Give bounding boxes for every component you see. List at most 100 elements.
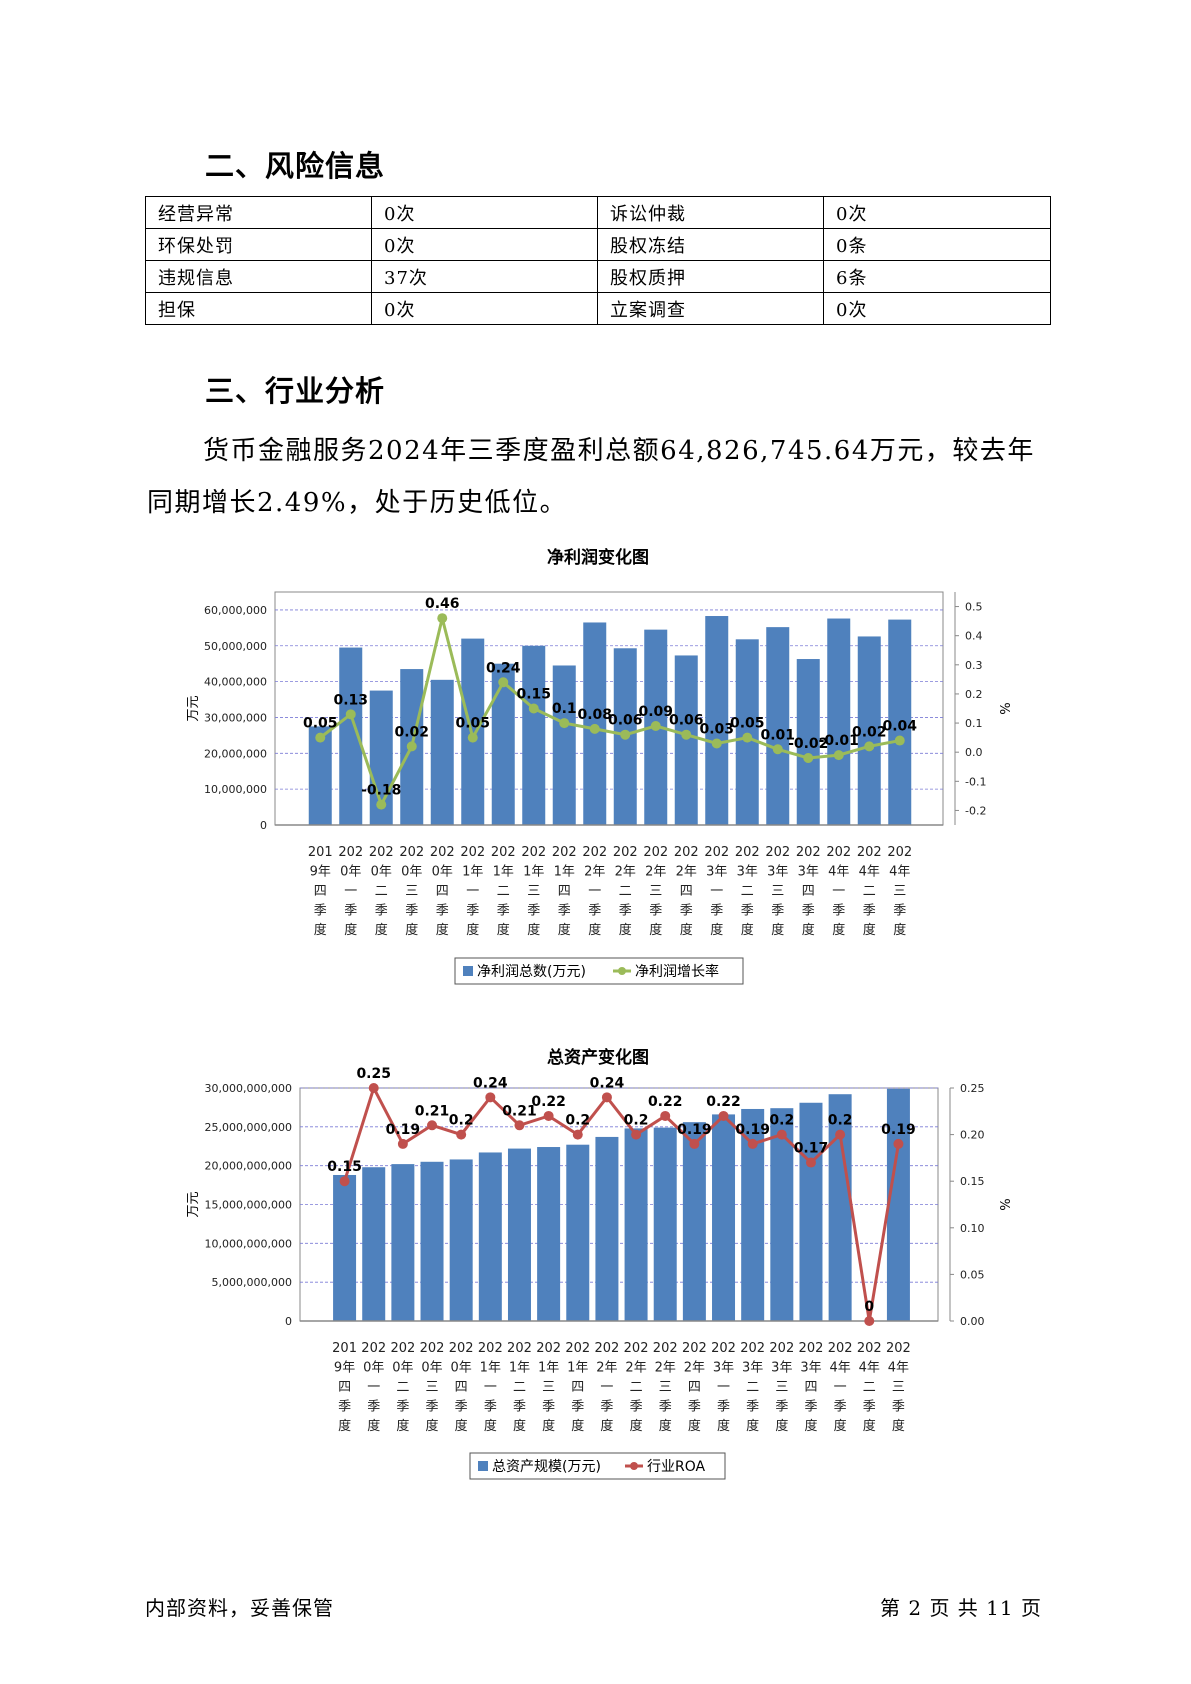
bar — [333, 1174, 357, 1321]
line-point — [631, 1129, 642, 1140]
data-label: 0.19 — [735, 1122, 770, 1138]
data-label: 0.22 — [648, 1094, 683, 1110]
x-tick-label: 4年 — [888, 1361, 909, 1376]
x-tick-label: 四 — [338, 1380, 351, 1395]
line-point — [835, 1129, 846, 1140]
y2-tick-label: -0.1 — [965, 775, 986, 788]
x-tick-label: 度 — [717, 1418, 730, 1434]
x-tick-label: 度 — [426, 1418, 439, 1434]
x-tick-label: 季 — [466, 904, 479, 919]
x-tick-label: 季 — [344, 904, 357, 919]
line-point — [711, 738, 722, 749]
data-label: 0.25 — [356, 1066, 391, 1082]
x-tick-label: 4年 — [829, 1361, 850, 1376]
x-tick-label: 2年 — [645, 865, 666, 880]
x-tick-label: 202 — [735, 845, 760, 860]
x-tick-label: 季 — [588, 904, 601, 919]
x-tick-label: 季 — [771, 904, 784, 919]
line-point — [427, 1120, 438, 1131]
y2-axis-label: % — [996, 1198, 1011, 1210]
bar — [391, 1164, 415, 1321]
bar — [857, 636, 881, 825]
x-tick-label: 202 — [420, 1341, 445, 1356]
line-point — [376, 799, 387, 810]
table-cell: 0次 — [823, 196, 1051, 229]
data-label: 0.06 — [608, 713, 643, 729]
x-tick-label: 4年 — [859, 1361, 880, 1376]
x-tick-label: 202 — [565, 1341, 590, 1356]
x-tick-label: 三 — [771, 884, 784, 899]
footer-confidential-note: 内部资料，妥善保管 — [145, 1596, 334, 1620]
line-point — [660, 1110, 671, 1121]
x-tick-label: 季 — [314, 904, 327, 919]
y-tick-label: 60,000,000 — [204, 604, 267, 617]
x-tick-label: 一 — [367, 1380, 380, 1395]
bar — [712, 1114, 736, 1321]
table-row: 环保处罚 0次 股权冻结 0条 — [145, 228, 1051, 261]
data-label: 0.22 — [706, 1094, 741, 1110]
x-tick-label: 202 — [430, 845, 455, 860]
industry-paragraph: 货币金融服务2024年三季度盈利总额64,826,745.64万元，较去年同期增… — [147, 425, 1057, 529]
bar — [430, 679, 454, 825]
x-tick-label: 三 — [649, 884, 662, 899]
y2-tick-label: 0.05 — [960, 1268, 985, 1281]
y2-tick-label: 0.1 — [965, 717, 983, 730]
bar — [735, 639, 759, 825]
x-tick-label: 度 — [834, 1418, 847, 1434]
data-label: 0.2 — [769, 1113, 794, 1129]
x-tick-label: 202 — [765, 845, 790, 860]
legend-bar-label: 总资产规模(万元) — [492, 1459, 601, 1475]
x-tick-label: 度 — [863, 922, 876, 938]
x-tick-label: 202 — [521, 845, 546, 860]
x-tick-label: 202 — [828, 1341, 853, 1356]
line-point — [339, 1176, 350, 1187]
x-tick-label: 三 — [775, 1380, 788, 1395]
x-tick-label: 202 — [460, 845, 485, 860]
bar — [362, 1167, 386, 1321]
data-label: 0.2 — [565, 1113, 590, 1129]
x-tick-label: 202 — [886, 1341, 911, 1356]
x-tick-label: 一 — [710, 884, 723, 899]
x-tick-label: 0年 — [371, 865, 392, 880]
x-tick-label: 四 — [680, 884, 693, 899]
x-tick-label: 季 — [746, 1400, 759, 1415]
line-point — [864, 1316, 875, 1326]
x-tick-label: 四 — [455, 1380, 468, 1395]
x-tick-label: 三 — [527, 884, 540, 899]
x-tick-label: 度 — [630, 1418, 643, 1434]
x-tick-label: 1年 — [567, 1361, 588, 1376]
x-tick-label: 1年 — [462, 865, 483, 880]
x-tick-label: 度 — [571, 1418, 584, 1434]
data-label: 0.09 — [638, 704, 673, 720]
y-tick-label: 10,000,000 — [204, 783, 267, 796]
line-point — [833, 750, 844, 761]
line-point — [467, 732, 478, 743]
data-label: -0.18 — [361, 783, 401, 799]
chart-title: 净利润变化图 — [547, 547, 649, 568]
table-cell: 股权冻结 — [597, 228, 824, 261]
industry-paragraph-text: 货币金融服务2024年三季度盈利总额64,826,745.64万元，较去年同期增… — [147, 436, 1035, 518]
x-tick-label: 202 — [613, 845, 638, 860]
line-point — [498, 677, 509, 688]
x-tick-label: 季 — [832, 904, 845, 919]
x-tick-label: 4年 — [859, 865, 880, 880]
x-tick-label: 度 — [558, 922, 571, 938]
line-point — [437, 613, 448, 624]
x-tick-label: 二 — [863, 1380, 876, 1395]
bar — [770, 1108, 794, 1321]
bar — [674, 655, 698, 825]
x-tick-label: 0年 — [421, 1361, 442, 1376]
x-tick-label: 0年 — [401, 865, 422, 880]
x-tick-label: 202 — [674, 845, 699, 860]
y2-tick-label: 0.25 — [960, 1082, 985, 1095]
table-cell: 经营异常 — [145, 196, 372, 229]
x-tick-label: 二 — [863, 884, 876, 899]
x-tick-label: 202 — [369, 845, 394, 860]
x-tick-label: 度 — [455, 1418, 468, 1434]
bar — [741, 1108, 765, 1321]
x-tick-label: 一 — [484, 1380, 497, 1395]
data-label: 0.06 — [669, 713, 704, 729]
line-point — [650, 720, 661, 731]
x-tick-label: 季 — [710, 904, 723, 919]
x-tick-label: 度 — [527, 922, 540, 938]
